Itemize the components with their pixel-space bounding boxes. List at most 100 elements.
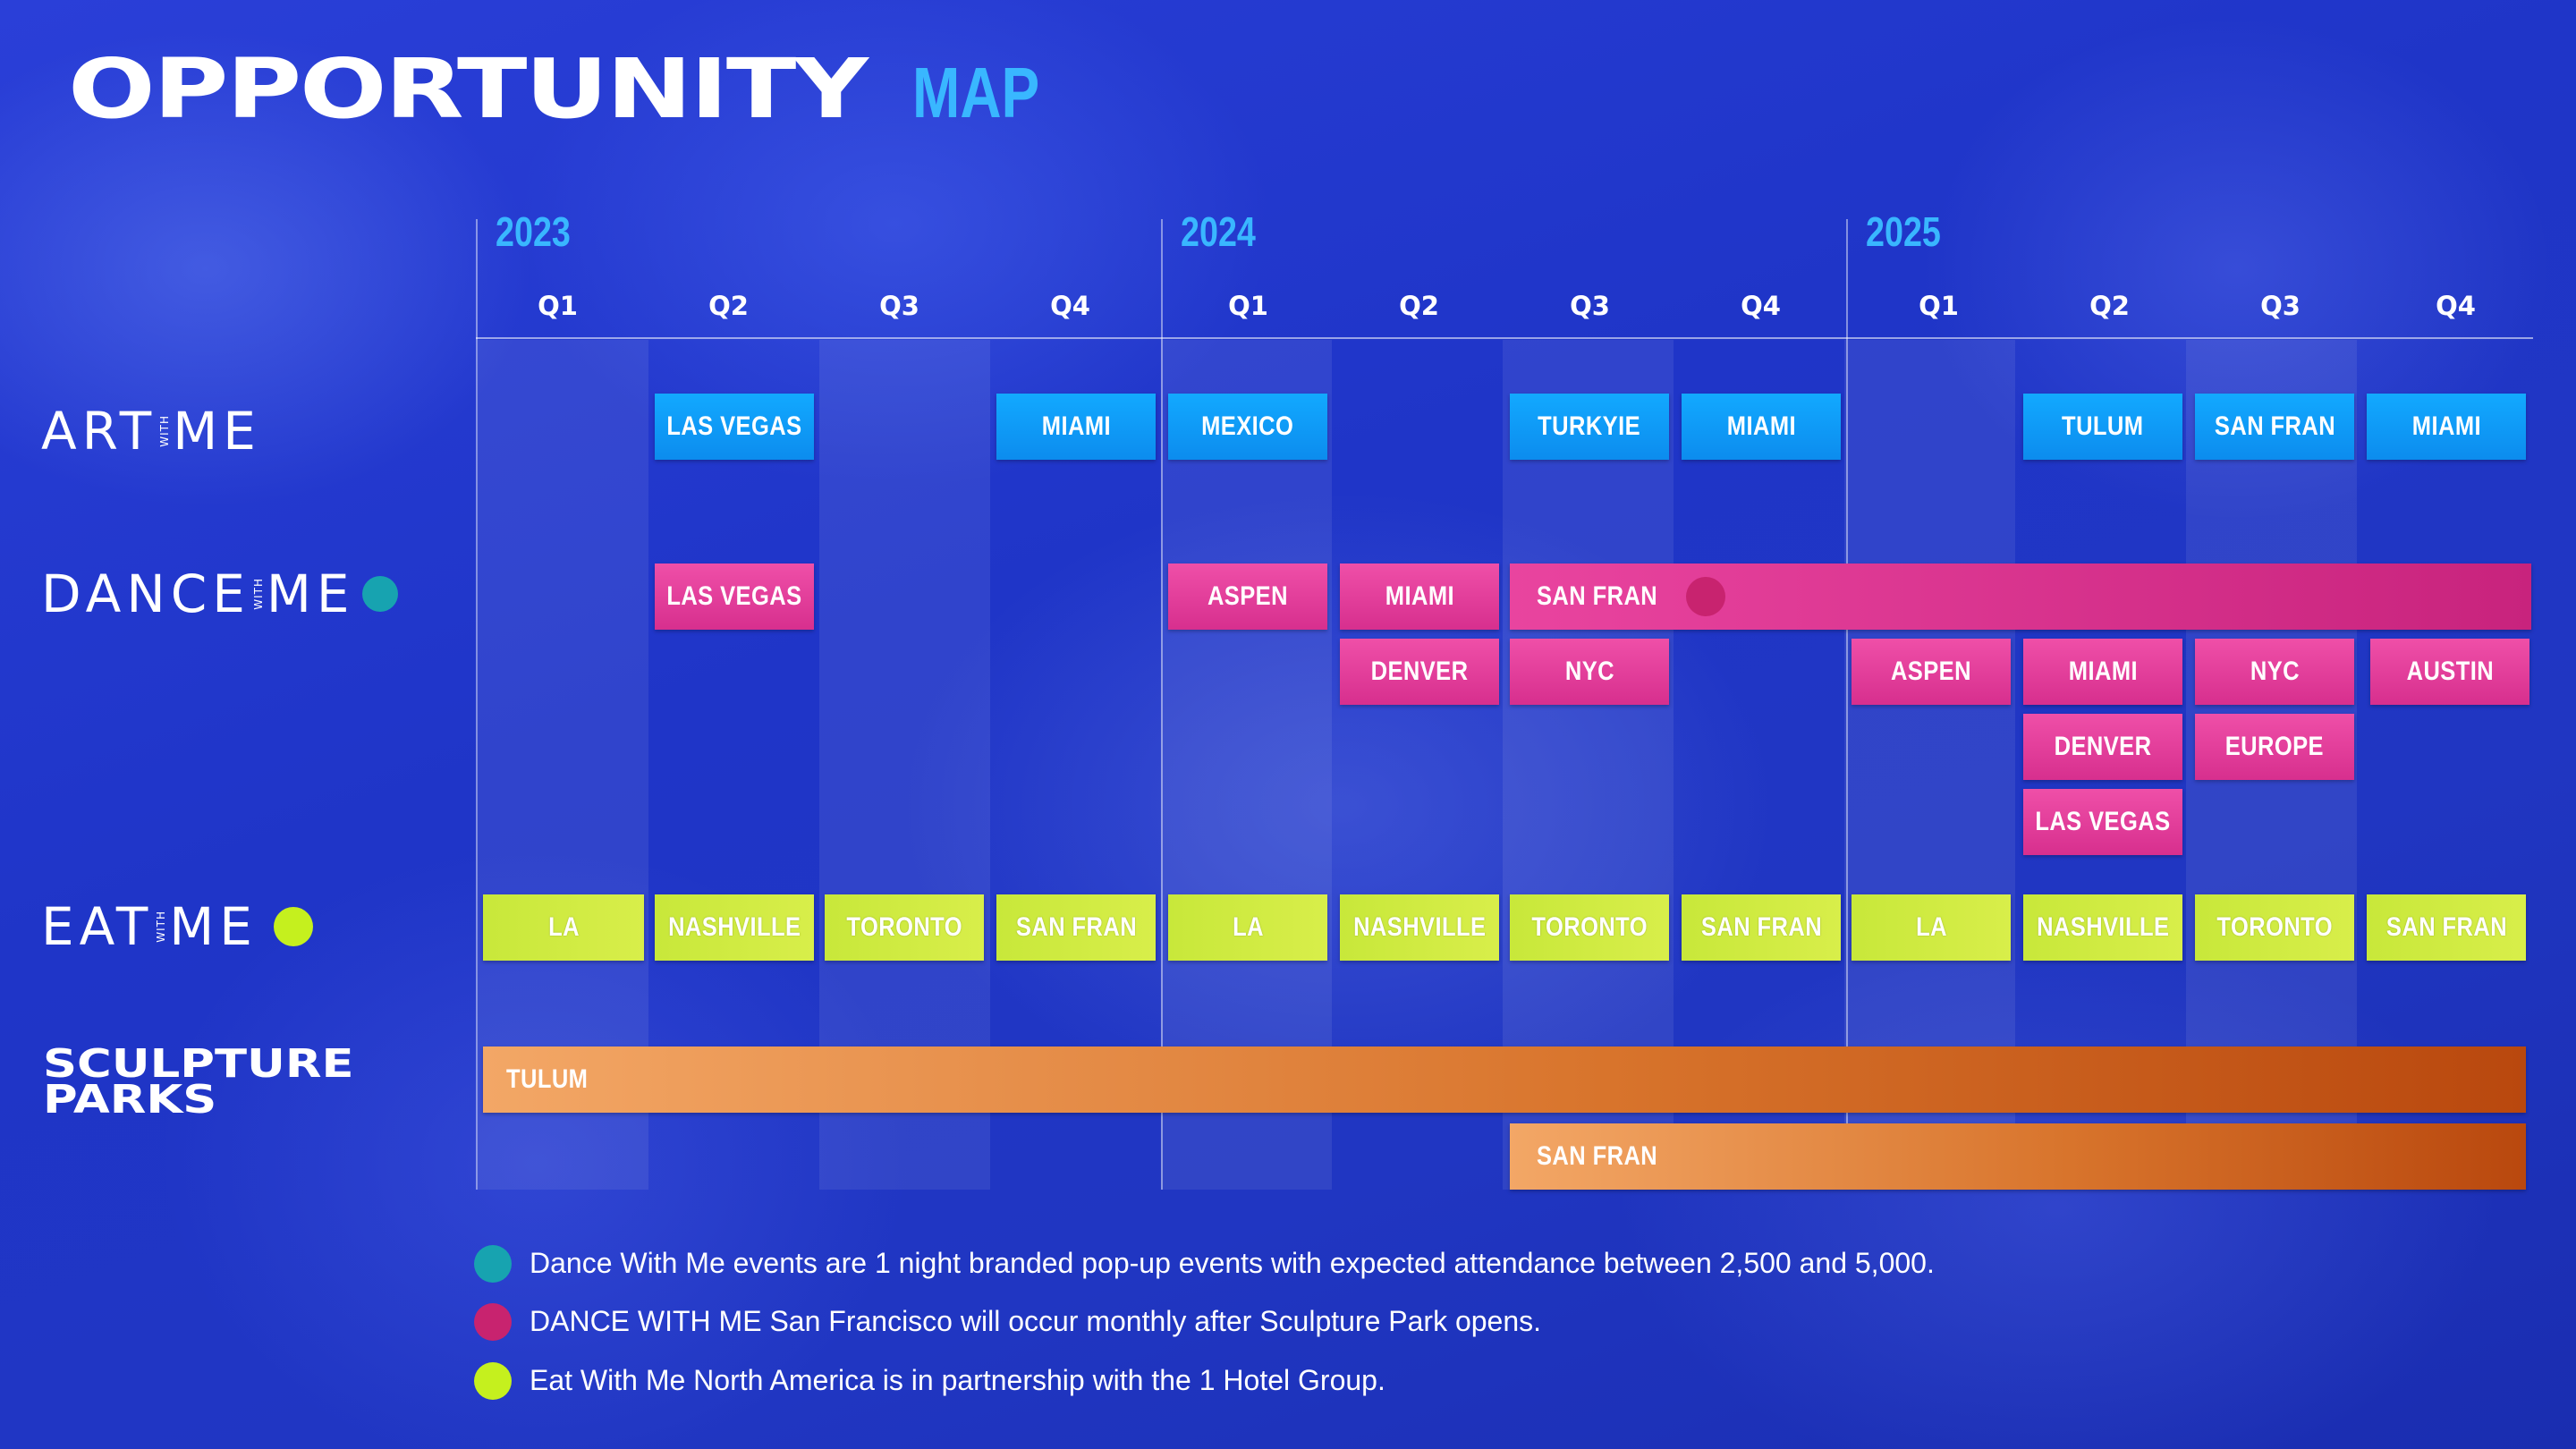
dance-magenta-dot-icon [1686,577,1725,616]
quarter-label: Q2 [1399,291,1439,321]
event-label: AUSTIN [2406,657,2494,686]
event-label: SAN FRAN [1700,912,1822,942]
dance-event[interactable]: NYC [1510,639,1669,705]
event-label: NASHVILLE [2036,912,2170,942]
note-lime-dot-icon [474,1362,512,1400]
eat-event[interactable]: SAN FRAN [996,894,1156,961]
year-label-2025: 2025 [1866,208,1941,255]
quarter-label: Q1 [1228,291,1268,321]
event-label: NASHVILLE [667,912,801,942]
row-label-art-left: ART [41,401,157,462]
event-label: TULUM [506,1064,589,1094]
sculpture-sanfran-bar[interactable]: SAN FRAN [1510,1123,2526,1190]
dance-event[interactable]: LAS VEGAS [655,564,814,630]
title-main: OPPORTUNITY [68,41,869,137]
eat-event[interactable]: NASHVILLE [2023,894,2182,961]
art-event[interactable]: SAN FRAN [2195,394,2354,460]
event-label: TORONTO [2216,912,2333,942]
event-label: SAN FRAN [1537,1141,1658,1171]
event-label: MIAMI [2411,411,2481,441]
event-label: TORONTO [846,912,962,942]
year-label-2023: 2023 [496,208,571,255]
year-divider-2025 [1846,219,1848,1190]
row-label-eat-right: ME [169,896,258,957]
sculpture-tulum-bar[interactable]: TULUM [483,1046,2526,1113]
event-label: LA [1232,912,1264,942]
quarter-label: Q2 [708,291,749,321]
row-label-sculpture-line1: SCULPTURE [43,1041,354,1087]
dance-sanfran-monthly-bar[interactable]: SAN FRAN [1510,564,2531,630]
art-event[interactable]: LAS VEGAS [655,394,814,460]
event-label: NASHVILLE [1352,912,1487,942]
dance-event[interactable]: MIAMI [2023,639,2182,705]
eat-event[interactable]: TORONTO [2195,894,2354,961]
quarter-label: Q1 [538,291,578,321]
eat-event[interactable]: NASHVILLE [1340,894,1499,961]
event-label: DENVER [1370,657,1469,686]
quarter-label: Q1 [1919,291,1959,321]
event-label: SAN FRAN [1537,581,1658,611]
event-label: LAS VEGAS [666,411,802,441]
note-dance-events: Dance With Me events are 1 night branded… [530,1247,1935,1279]
quarter-label: Q3 [1570,291,1610,321]
eat-event[interactable]: LA [1168,894,1327,961]
dance-event[interactable]: LAS VEGAS [2023,789,2182,855]
row-label-dance-left: DANCE [41,564,250,624]
quarter-label: Q4 [1050,291,1090,321]
row-label-art-with-me: ART WITH ME [41,401,261,462]
event-label: LA [1915,912,1947,942]
dance-event[interactable]: AUSTIN [2370,639,2529,705]
row-label-sculpture-line2: PARKS [43,1077,217,1123]
note-magenta-dot-icon [474,1303,512,1341]
event-label: TURKYIE [1538,411,1641,441]
row-label-dance-right: ME [266,564,355,624]
page-title: OPPORTUNITY MAP [68,41,1072,140]
eat-event[interactable]: SAN FRAN [1682,894,1841,961]
art-event[interactable]: MIAMI [2367,394,2526,460]
event-label: LAS VEGAS [666,581,802,611]
dance-event[interactable]: DENVER [2023,714,2182,780]
quarter-label: Q4 [1741,291,1781,321]
row-label-eat-left: EAT [41,896,154,957]
quarter-label: Q4 [2436,291,2476,321]
eat-event[interactable]: TORONTO [825,894,984,961]
event-label: DENVER [2054,732,2152,761]
event-label: SAN FRAN [1015,912,1137,942]
event-label: MEXICO [1201,411,1294,441]
year-divider-2024 [1161,219,1163,1190]
art-event[interactable]: MIAMI [996,394,1156,460]
event-label: NYC [2250,657,2300,686]
dance-event[interactable]: EUROPE [2195,714,2354,780]
dance-event[interactable]: NYC [2195,639,2354,705]
eat-event[interactable]: TORONTO [1510,894,1669,961]
event-label: LA [547,912,580,942]
event-label: SAN FRAN [2385,912,2507,942]
eat-event[interactable]: SAN FRAN [2367,894,2526,961]
art-event[interactable]: TULUM [2023,394,2182,460]
row-label-with: WITH [155,911,168,943]
event-label: MIAMI [1385,581,1454,611]
row-label-with: WITH [158,415,172,447]
art-event[interactable]: TURKYIE [1510,394,1669,460]
eat-event[interactable]: LA [1852,894,2011,961]
eat-event[interactable]: NASHVILLE [655,894,814,961]
row-label-dance-with-me: DANCE WITH ME [41,564,398,624]
dance-event[interactable]: ASPEN [1852,639,2011,705]
event-label: MIAMI [2068,657,2138,686]
note-dance-sanfran: DANCE WITH ME San Francisco will occur m… [530,1305,1542,1337]
event-label: TULUM [2062,411,2144,441]
note-teal-dot-icon [474,1245,512,1283]
header-rule [476,337,2533,339]
row-label-sculpture-parks: SCULPTURE PARKS [43,1041,354,1123]
quarter-label: Q3 [2260,291,2301,321]
eat-event[interactable]: LA [483,894,644,961]
event-label: TORONTO [1531,912,1648,942]
note-eat-partnership: Eat With Me North America is in partners… [530,1364,1385,1396]
event-label: MIAMI [1041,411,1111,441]
dance-event[interactable]: ASPEN [1168,564,1327,630]
dance-event[interactable]: DENVER [1340,639,1499,705]
art-event[interactable]: MEXICO [1168,394,1327,460]
dance-event[interactable]: MIAMI [1340,564,1499,630]
eat-lime-dot-icon [273,907,313,946]
art-event[interactable]: MIAMI [1682,394,1841,460]
